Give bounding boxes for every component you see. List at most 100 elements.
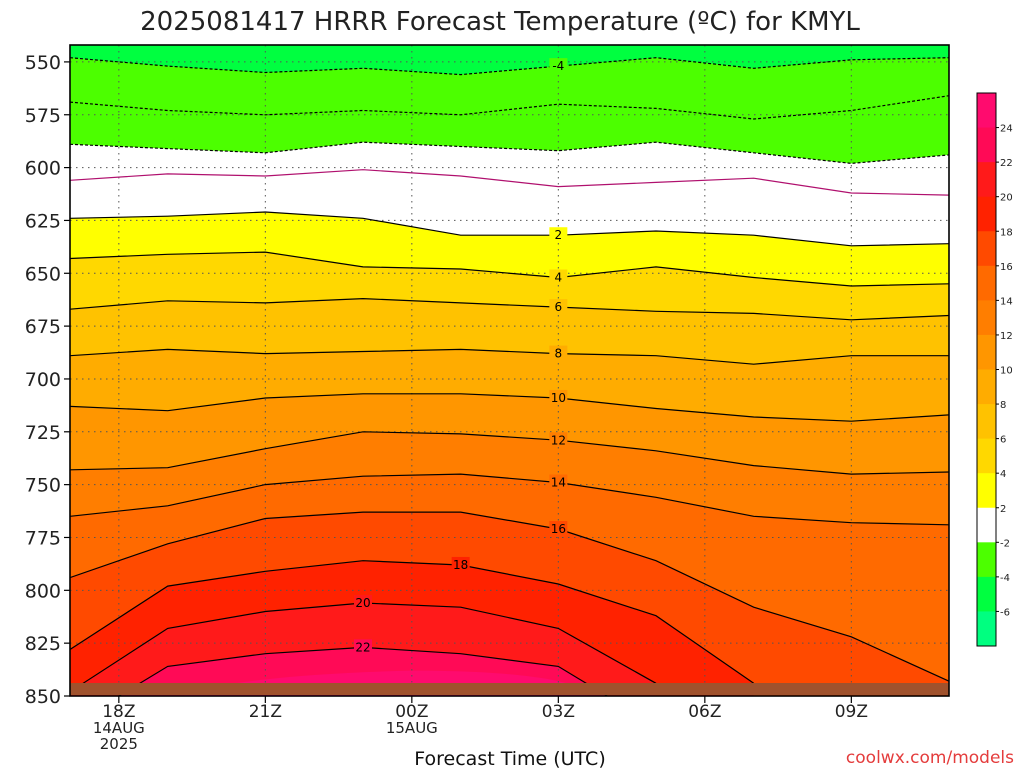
colorbar-label: 22 bbox=[1000, 158, 1013, 169]
colorbar-band bbox=[977, 438, 996, 474]
chart-title: 2025081417 HRRR Forecast Temperature (ºC… bbox=[140, 7, 860, 37]
colorbar-label: 16 bbox=[1000, 262, 1013, 273]
contour-label: -4 bbox=[552, 59, 564, 73]
contour-label-bg bbox=[354, 639, 372, 654]
colorbar-band bbox=[977, 300, 996, 336]
colorbar-band bbox=[977, 404, 996, 440]
x-tick-label: 00Z bbox=[395, 702, 428, 722]
colorbar-label: 12 bbox=[1000, 331, 1013, 342]
contour-label-bg bbox=[549, 521, 568, 536]
y-tick-label: 700 bbox=[25, 369, 61, 391]
contour-label-bg bbox=[549, 299, 568, 314]
colorbar-band bbox=[977, 473, 996, 509]
x-tick-label: 03Z bbox=[542, 702, 575, 722]
credit-text: coolwx.com/models bbox=[846, 748, 1014, 768]
y-tick-label: 550 bbox=[25, 52, 61, 74]
contour-label-bg bbox=[354, 595, 372, 609]
contour-line-2 bbox=[70, 211, 949, 247]
contour-label: 18 bbox=[453, 558, 468, 572]
colorbar-label: -4 bbox=[1000, 573, 1010, 584]
contour-label: 6 bbox=[555, 300, 563, 314]
contour-line-8 bbox=[70, 348, 949, 365]
contour-label: 8 bbox=[555, 347, 563, 361]
x-tick-label: 2025 bbox=[100, 735, 138, 753]
colorbar-label: 24 bbox=[1000, 124, 1013, 135]
colorbar-band bbox=[977, 334, 996, 370]
contour-line-6 bbox=[70, 297, 949, 321]
contour-label: 10 bbox=[551, 391, 566, 405]
colorbar-band bbox=[977, 576, 996, 612]
colorbar-label: 2 bbox=[1000, 504, 1006, 515]
x-tick-label: 21Z bbox=[249, 702, 282, 722]
contour-line--2 bbox=[70, 95, 949, 120]
x-tick-label: 09Z bbox=[835, 702, 868, 722]
y-tick-label: 825 bbox=[25, 633, 61, 655]
y-tick-label: 775 bbox=[25, 527, 61, 549]
contour-label-bg bbox=[549, 345, 568, 360]
contour-line--4 bbox=[70, 57, 949, 76]
x-axis-label: Forecast Time (UTC) bbox=[414, 748, 605, 768]
contour-line-18 bbox=[70, 560, 755, 684]
contour-label: 14 bbox=[551, 476, 566, 490]
colorbar-label: 14 bbox=[1000, 296, 1013, 307]
x-tick-label: 15AUG bbox=[386, 719, 438, 737]
x-tick-label: 14AUG bbox=[93, 719, 145, 737]
colorbar-band bbox=[977, 542, 996, 578]
contour-label-bg bbox=[549, 58, 568, 73]
contour-label-bg bbox=[549, 432, 568, 447]
contour-label: 20 bbox=[355, 596, 370, 610]
colorbar-label: 10 bbox=[1000, 366, 1013, 377]
contour-line-0 bbox=[70, 169, 949, 196]
contour-line-16 bbox=[70, 511, 949, 682]
colorbar-label: -6 bbox=[1000, 607, 1010, 618]
contour-label-bg bbox=[549, 269, 568, 284]
colorbar-label: 20 bbox=[1000, 193, 1013, 204]
y-tick-label: 725 bbox=[25, 422, 61, 444]
colorbar-band bbox=[977, 196, 996, 232]
colorbar-label: -2 bbox=[1000, 538, 1010, 549]
colorbar-band bbox=[977, 127, 996, 163]
colorbar-label: 4 bbox=[1000, 469, 1006, 480]
ground-band bbox=[70, 683, 949, 695]
plot-frame bbox=[69, 44, 950, 697]
y-tick-label: 575 bbox=[25, 105, 61, 127]
colorbar-band bbox=[977, 507, 996, 543]
contour-label-bg bbox=[549, 389, 568, 404]
contour-label: 16 bbox=[551, 522, 566, 536]
colorbar-band bbox=[977, 369, 996, 405]
colorbar-band bbox=[977, 611, 996, 647]
colorbar-band bbox=[977, 162, 996, 198]
colorbar-label: 8 bbox=[1000, 400, 1006, 411]
colorbar-label: 18 bbox=[1000, 227, 1013, 238]
grid bbox=[70, 45, 949, 696]
contour-label: 4 bbox=[555, 271, 563, 285]
colorbar-band bbox=[977, 231, 996, 267]
y-tick-label: 625 bbox=[25, 210, 61, 232]
contour-line-4 bbox=[70, 251, 949, 287]
contour-line-14 bbox=[70, 473, 949, 526]
contour-line--2 bbox=[70, 141, 949, 165]
contour-label-bg bbox=[549, 227, 568, 242]
y-tick-label: 675 bbox=[25, 316, 61, 338]
x-tick-label: 18Z bbox=[102, 702, 135, 722]
y-tick-label: 600 bbox=[25, 158, 61, 180]
y-tick-label: 850 bbox=[25, 686, 61, 708]
y-tick-label: 800 bbox=[25, 580, 61, 602]
colorbar: 24 22 20 18 16 14 12 10 8 6 4 2 -2 -4 -6 bbox=[976, 92, 1013, 647]
contour-label: 22 bbox=[355, 640, 370, 654]
contour-label: 2 bbox=[555, 228, 563, 242]
colorbar-band bbox=[977, 93, 996, 129]
contour-line-10 bbox=[70, 393, 949, 422]
contour-line-12 bbox=[70, 431, 949, 475]
contour-lines: -4 2 4 6 8 10 12 14 16 18 20 22 bbox=[70, 57, 949, 696]
plot-area bbox=[70, 45, 949, 696]
contour-label-bg bbox=[451, 556, 470, 571]
colorbar-label: 6 bbox=[1000, 435, 1006, 446]
y-tick-label: 650 bbox=[25, 263, 61, 285]
y-tick-label: 750 bbox=[25, 475, 61, 497]
x-tick-label: 06Z bbox=[688, 702, 721, 722]
colorbar-band bbox=[977, 265, 996, 301]
y-axis: 550 575 600 625 650 675 700 725 750 775 800 825 850 bbox=[25, 52, 70, 708]
